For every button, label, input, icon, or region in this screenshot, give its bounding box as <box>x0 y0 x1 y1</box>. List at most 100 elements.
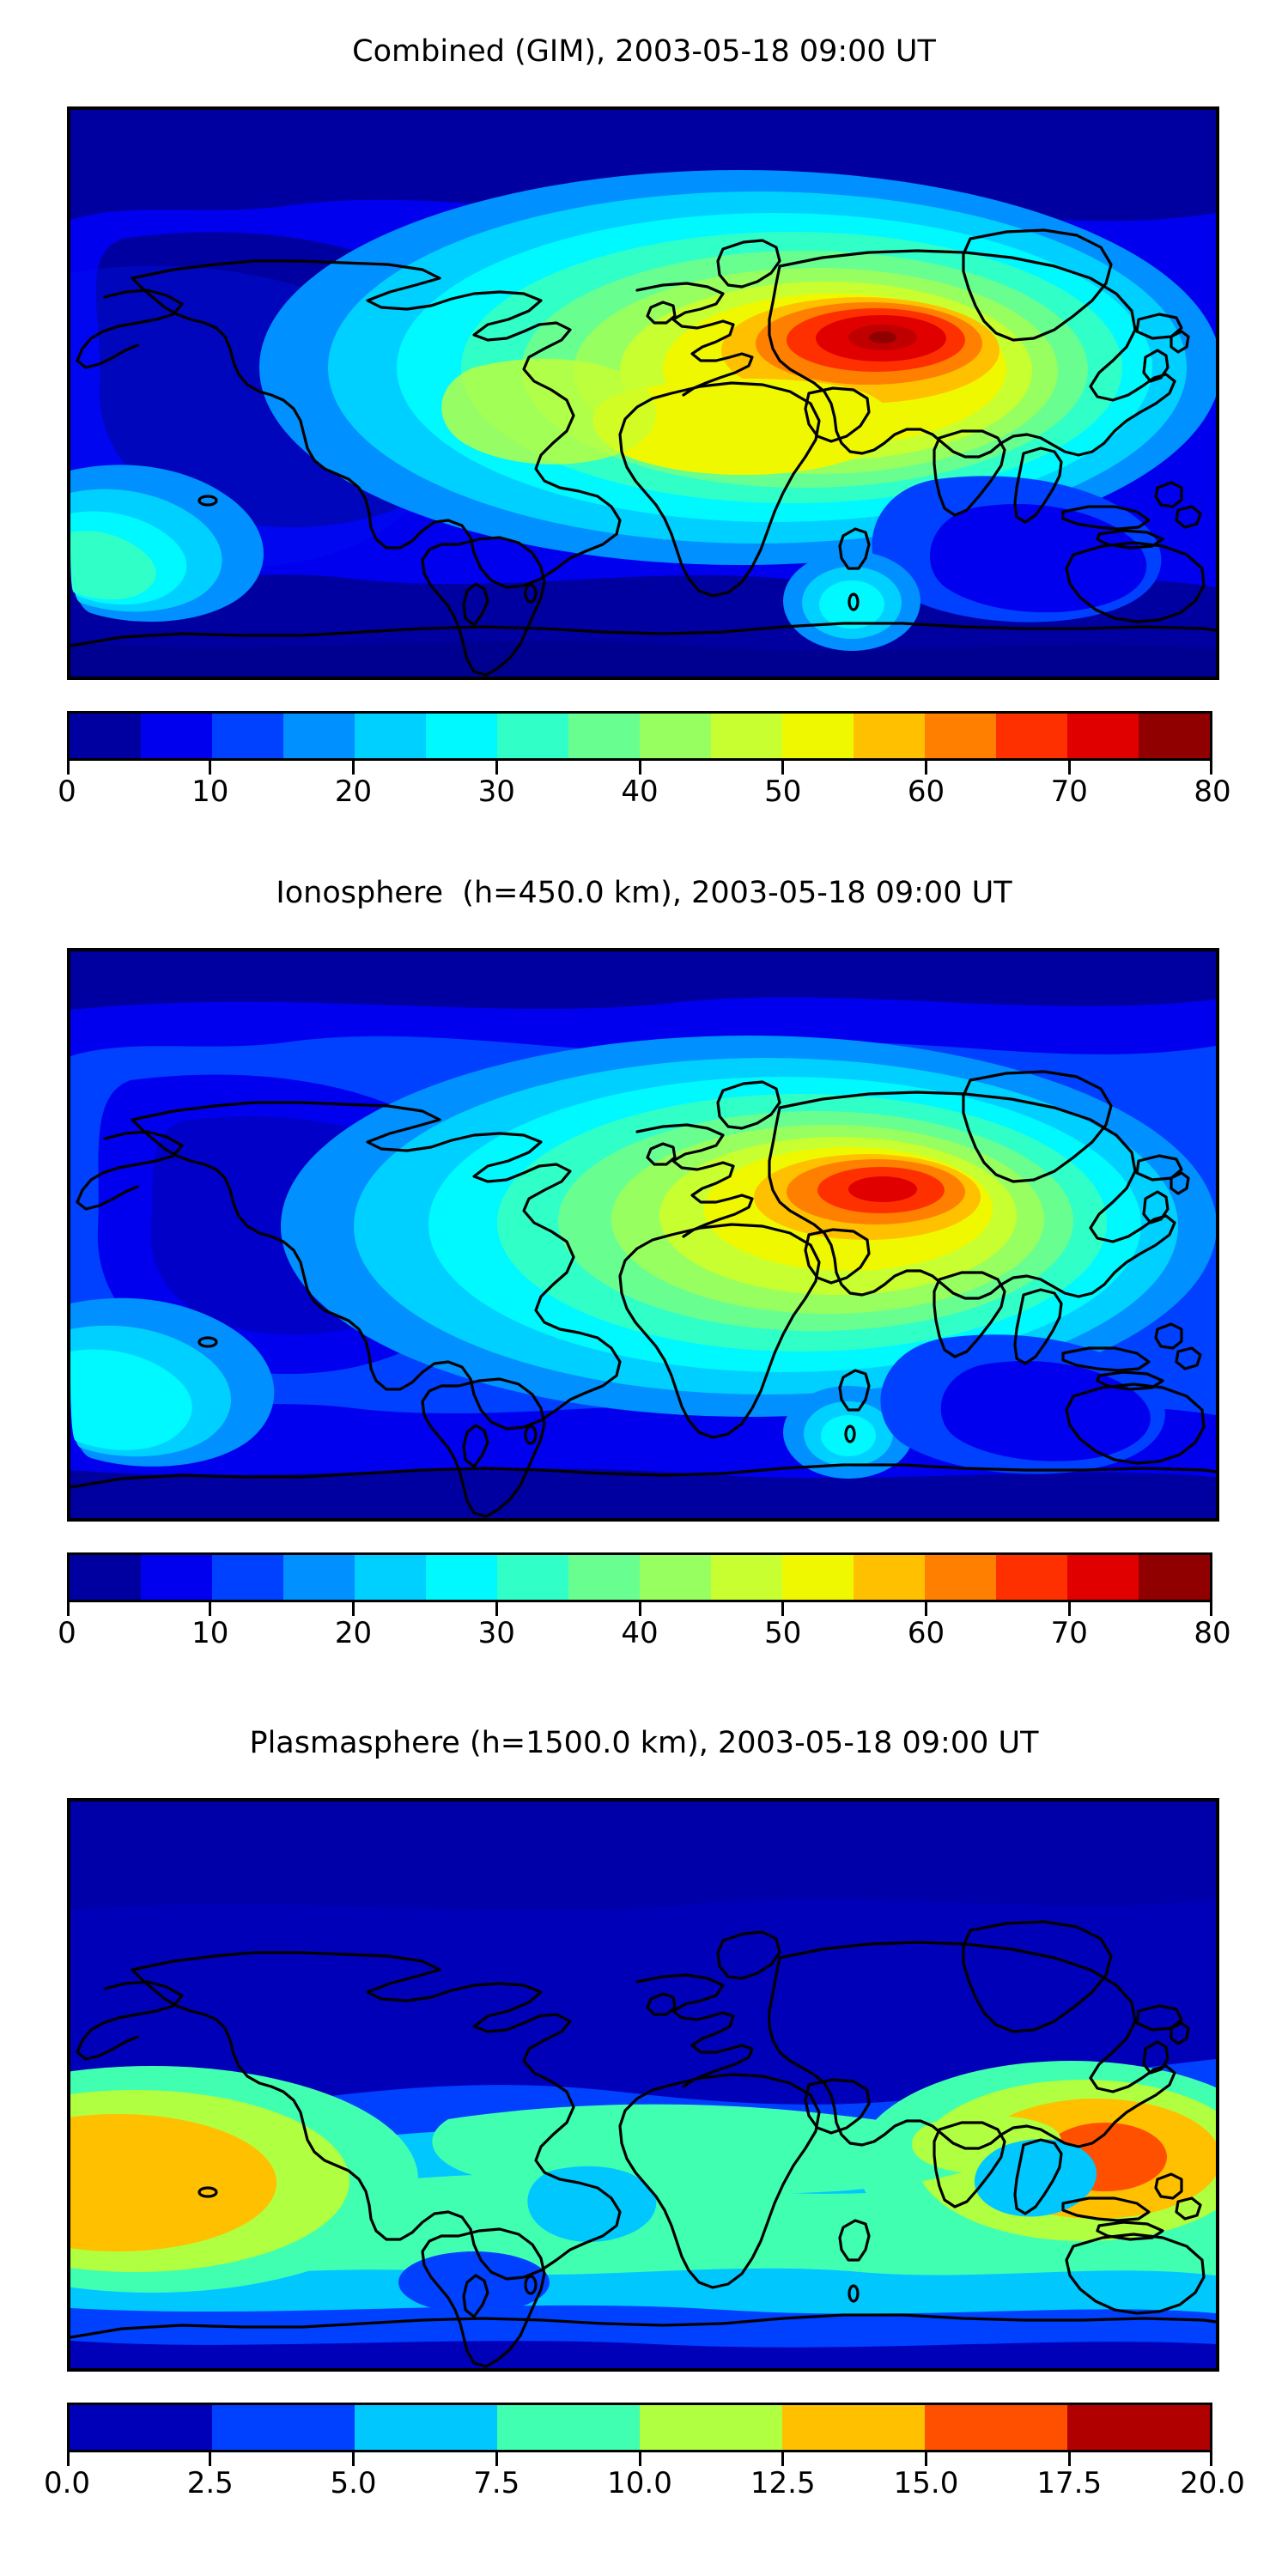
colorbar-band-0 <box>70 2405 212 2450</box>
colorbar-band-13 <box>996 1555 1067 1600</box>
colorbar-band-12 <box>925 714 996 758</box>
colorbar-band-3 <box>283 714 355 758</box>
colorbar-band-9 <box>711 1555 782 1600</box>
colorbar-tick-label-3: 30 <box>477 1616 515 1650</box>
colorbar-band-5 <box>426 714 497 758</box>
colorbar-band-9 <box>711 714 782 758</box>
colorbar-tick-0 <box>67 761 70 775</box>
colorbar-tick-label-8: 20.0 <box>1180 2466 1245 2500</box>
colorbar-tick-3 <box>495 2452 498 2466</box>
colorbar-ionosphere-labels: 0 10 20 30 40 50 60 70 80 <box>58 1616 1230 1656</box>
map-combined-gim <box>67 106 1219 680</box>
colorbar-ionosphere-bands <box>67 1552 1212 1602</box>
colorbar-band-6 <box>497 714 568 758</box>
colorbar-tick-2 <box>352 2452 355 2466</box>
colorbar-band-10 <box>782 714 854 758</box>
colorbar-tick-label-7: 70 <box>1050 775 1088 809</box>
colorbar-band-15 <box>1139 714 1210 758</box>
colorbar-tick-label-0: 0.0 <box>43 2466 91 2500</box>
colorbar-band-7 <box>568 1555 640 1600</box>
colorbar-band-1 <box>141 714 212 758</box>
panel-title-ionosphere: Ionosphere (h=450.0 km), 2003-05-18 09:0… <box>276 876 1012 910</box>
colorbar-plasmasphere-labels: 0.0 2.5 5.0 7.5 10.0 12.5 15.0 17.5 20.0 <box>44 2466 1245 2506</box>
colorbar-tick-3 <box>495 1602 498 1616</box>
colorbar-band-2 <box>212 714 283 758</box>
colorbar-band-11 <box>854 714 925 758</box>
colorbar-band-6 <box>925 2405 1067 2450</box>
colorbar-band-4 <box>355 714 426 758</box>
colorbar-band-14 <box>1067 1555 1139 1600</box>
colorbar-band-4 <box>355 1555 426 1600</box>
colorbar-tick-label-1: 2.5 <box>186 2466 234 2500</box>
colorbar-tick-7 <box>1067 2452 1071 2466</box>
colorbar-tick-label-8: 80 <box>1194 1616 1231 1650</box>
map-field-plasmasphere <box>70 1801 1216 2368</box>
colorbar-band-12 <box>925 1555 996 1600</box>
colorbar-plasmasphere: 0.0 2.5 5.0 7.5 10.0 12.5 15.0 17.5 20.0 <box>44 2403 1245 2523</box>
colorbar-tick-label-5: 12.5 <box>750 2466 816 2500</box>
coastlines <box>70 1920 1216 2368</box>
map-plasmasphere <box>67 1798 1219 2372</box>
colorbar-band-14 <box>1067 714 1139 758</box>
colorbar-tick-label-3: 7.5 <box>473 2466 520 2500</box>
colorbar-tick-label-2: 5.0 <box>330 2466 377 2500</box>
coastlines <box>70 1070 1216 1518</box>
colorbar-tick-label-4: 10.0 <box>607 2466 672 2500</box>
colorbar-tick-4 <box>638 1602 641 1616</box>
colorbar-tick-1 <box>209 761 212 775</box>
colorbar-band-2 <box>212 1555 283 1600</box>
panel-title-plasmasphere: Plasmasphere (h=1500.0 km), 2003-05-18 0… <box>249 1726 1039 1760</box>
colorbar-tick-label-8: 80 <box>1194 775 1231 809</box>
colorbar-tick-5 <box>781 1602 785 1616</box>
colorbar-tick-6 <box>925 1602 927 1616</box>
colorbar-tick-label-7: 70 <box>1050 1616 1088 1650</box>
colorbar-tick-label-2: 20 <box>334 775 373 809</box>
colorbar-tick-label-1: 10 <box>191 775 229 809</box>
colorbar-tick-0 <box>67 2452 70 2466</box>
colorbar-tick-label-3: 30 <box>477 775 515 809</box>
colorbar-band-1 <box>141 1555 212 1600</box>
colorbar-band-5 <box>426 1555 497 1600</box>
colorbar-tick-5 <box>781 761 785 775</box>
colorbar-tick-label-1: 10 <box>191 1616 229 1650</box>
colorbar-band-8 <box>640 1555 711 1600</box>
colorbar-tick-label-6: 15.0 <box>893 2466 959 2500</box>
colorbar-band-13 <box>996 714 1067 758</box>
map-field-ionosphere <box>70 951 1216 1518</box>
colorbar-band-10 <box>782 1555 854 1600</box>
colorbar-tick-label-4: 40 <box>621 1616 659 1650</box>
coastlines <box>70 228 1216 677</box>
colorbar-tick-8 <box>1210 1602 1212 1616</box>
colorbar-tick-7 <box>1067 761 1071 775</box>
colorbar-band-7 <box>568 714 640 758</box>
colorbar-combined-gim-bands <box>67 711 1212 761</box>
colorbar-tick-1 <box>209 1602 212 1616</box>
colorbar-band-4 <box>640 2405 782 2450</box>
map-ionosphere <box>67 948 1219 1522</box>
colorbar-tick-2 <box>352 1602 355 1616</box>
colorbar-combined-gim-ticks <box>67 761 1212 775</box>
colorbar-tick-label-4: 40 <box>621 775 659 809</box>
colorbar-tick-label-5: 50 <box>764 775 802 809</box>
colorbar-band-6 <box>497 1555 568 1600</box>
colorbar-tick-8 <box>1210 761 1212 775</box>
colorbar-tick-label-6: 60 <box>907 775 945 809</box>
map-field-combined-gim <box>70 110 1216 677</box>
colorbar-tick-label-2: 20 <box>334 1616 373 1650</box>
colorbar-band-7 <box>1067 2405 1210 2450</box>
colorbar-tick-4 <box>638 2452 641 2466</box>
colorbar-tick-8 <box>1210 2452 1212 2466</box>
colorbar-combined-gim-labels: 0 10 20 30 40 50 60 70 80 <box>58 775 1230 814</box>
colorbar-tick-3 <box>495 761 498 775</box>
colorbar-band-8 <box>640 714 711 758</box>
colorbar-tick-6 <box>925 2452 927 2466</box>
colorbar-plasmasphere-bands <box>67 2403 1212 2452</box>
colorbar-band-3 <box>283 1555 355 1600</box>
colorbar-tick-7 <box>1067 1602 1071 1616</box>
colorbar-band-11 <box>854 1555 925 1600</box>
colorbar-tick-1 <box>209 2452 212 2466</box>
colorbar-tick-label-5: 50 <box>764 1616 802 1650</box>
colorbar-band-3 <box>497 2405 640 2450</box>
colorbar-band-5 <box>782 2405 925 2450</box>
